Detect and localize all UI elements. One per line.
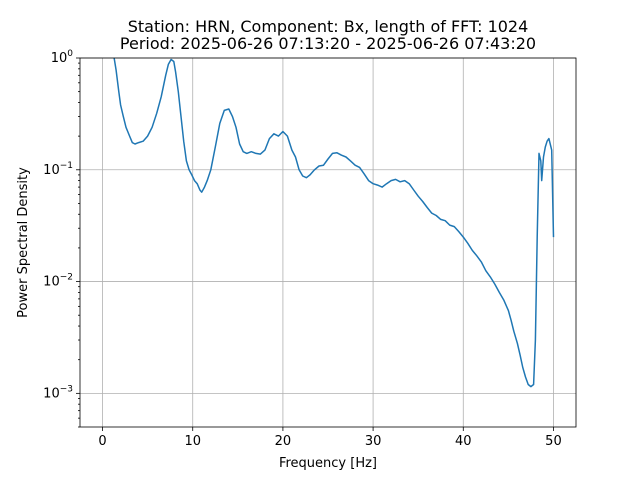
y-tick-exponent: 0 xyxy=(67,49,73,59)
y-axis-label: Power Spectral Density xyxy=(16,167,31,318)
x-tick-label: 30 xyxy=(365,434,382,449)
x-tick-label: 0 xyxy=(98,434,106,449)
y-tick-label: 100 xyxy=(51,49,74,66)
y-tick-exponent: −3 xyxy=(60,384,73,394)
plot-frame xyxy=(79,57,577,428)
x-tick-label: 50 xyxy=(545,434,562,449)
grid-lines xyxy=(80,57,576,427)
chart-subtitle: Period: 2025-06-26 07:13:20 - 2025-06-26… xyxy=(120,34,536,53)
chart-title: Station: HRN, Component: Bx, length of F… xyxy=(128,17,529,36)
psd-series-line xyxy=(113,58,555,388)
y-tick-base: 10 xyxy=(43,275,60,290)
y-tick-exponent: −1 xyxy=(60,161,73,171)
series-layer xyxy=(113,58,555,388)
y-tick-exponent: −2 xyxy=(60,273,73,283)
y-tick-label: 10−1 xyxy=(43,161,73,178)
y-tick-base: 10 xyxy=(43,386,60,401)
y-tick-label: 10−2 xyxy=(43,273,73,290)
x-tick-label: 40 xyxy=(455,434,472,449)
x-axis-label: Frequency [Hz] xyxy=(279,456,377,471)
y-tick-label: 10−3 xyxy=(43,384,73,401)
y-tick-base: 10 xyxy=(51,51,68,66)
x-tick-label: 10 xyxy=(184,434,201,449)
y-tick-base: 10 xyxy=(43,163,60,178)
x-tick-label: 20 xyxy=(275,434,292,449)
